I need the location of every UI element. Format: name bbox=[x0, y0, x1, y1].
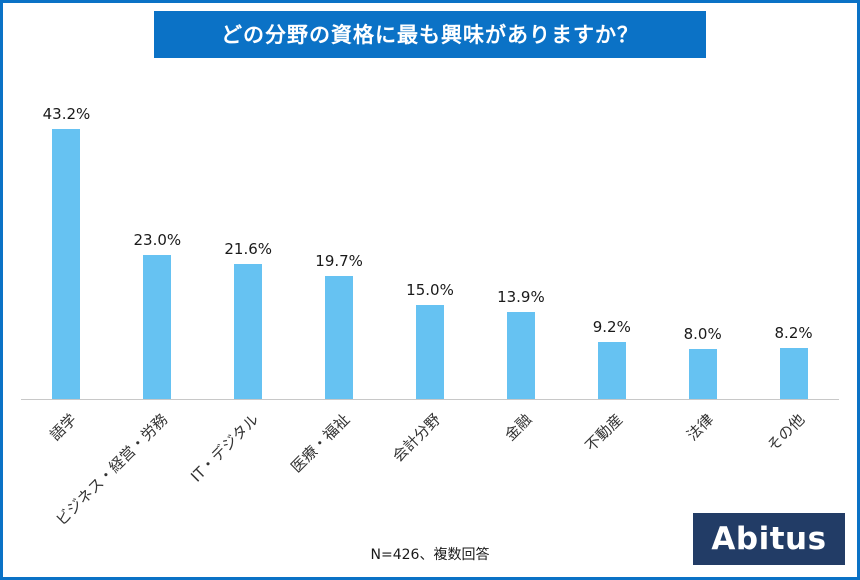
bar-slot: 13.9% bbox=[475, 88, 566, 399]
category-slot: 不動産 bbox=[566, 400, 657, 545]
bar bbox=[779, 347, 808, 399]
sample-size-note: N=426、複数回答 bbox=[370, 547, 490, 563]
bar-value-label: 9.2% bbox=[592, 317, 631, 336]
bar bbox=[143, 255, 172, 399]
category-slot: 会計分野 bbox=[385, 400, 476, 545]
bar-value-label: 21.6% bbox=[224, 240, 273, 258]
bar bbox=[416, 305, 444, 399]
bar-slot: 43.2% bbox=[21, 88, 112, 399]
category-label: 不動産 bbox=[581, 410, 626, 455]
bar-chart: 43.2% 23.0% 21.6% 19.7% 15.0% 13.9% 9.2% 8.0% 8.… bbox=[21, 88, 839, 545]
bar bbox=[52, 129, 81, 399]
bar-value-label: 8.0% bbox=[683, 325, 722, 343]
bar-slot: 8.2% bbox=[748, 88, 839, 399]
bar-value-label: 23.0% bbox=[133, 231, 182, 250]
bar-value-label: 15.0% bbox=[406, 281, 454, 300]
bar bbox=[506, 312, 535, 399]
bar bbox=[688, 349, 717, 399]
category-label: 金融 bbox=[501, 410, 536, 445]
bar bbox=[234, 264, 263, 399]
bar-slot: 15.0% bbox=[385, 88, 476, 399]
category-slot: IT・デジタル bbox=[187, 400, 294, 545]
bar-slot: 8.0% bbox=[657, 88, 748, 399]
bar-value-label: 19.7% bbox=[315, 251, 363, 270]
bar-slot: 19.7% bbox=[294, 88, 385, 399]
logo-text: Abitus bbox=[711, 521, 827, 557]
bar-slot: 21.6% bbox=[203, 88, 294, 399]
bar-slot: 9.2% bbox=[566, 88, 657, 399]
category-slot: 金融 bbox=[475, 400, 566, 545]
bar-value-label: 8.2% bbox=[774, 323, 813, 342]
category-label: その他 bbox=[763, 410, 808, 455]
bar-slot: 23.0% bbox=[112, 88, 203, 399]
bar-value-label: 13.9% bbox=[497, 288, 545, 307]
plot-area: 43.2% 23.0% 21.6% 19.7% 15.0% 13.9% 9.2% 8.0% 8.… bbox=[21, 88, 839, 400]
category-label: 医療・福祉 bbox=[287, 410, 354, 477]
bar-value-label: 43.2% bbox=[42, 105, 91, 123]
abitus-logo: Abitus bbox=[693, 513, 845, 565]
bar bbox=[325, 275, 354, 399]
category-label: 法律 bbox=[682, 410, 717, 445]
category-label: 語学 bbox=[46, 410, 81, 445]
page-title: どの分野の資格に最も興味がありますか？ bbox=[154, 11, 706, 58]
bar bbox=[597, 341, 626, 399]
category-slot: 医療・福祉 bbox=[287, 400, 385, 545]
category-label: 会計分野 bbox=[388, 410, 445, 466]
